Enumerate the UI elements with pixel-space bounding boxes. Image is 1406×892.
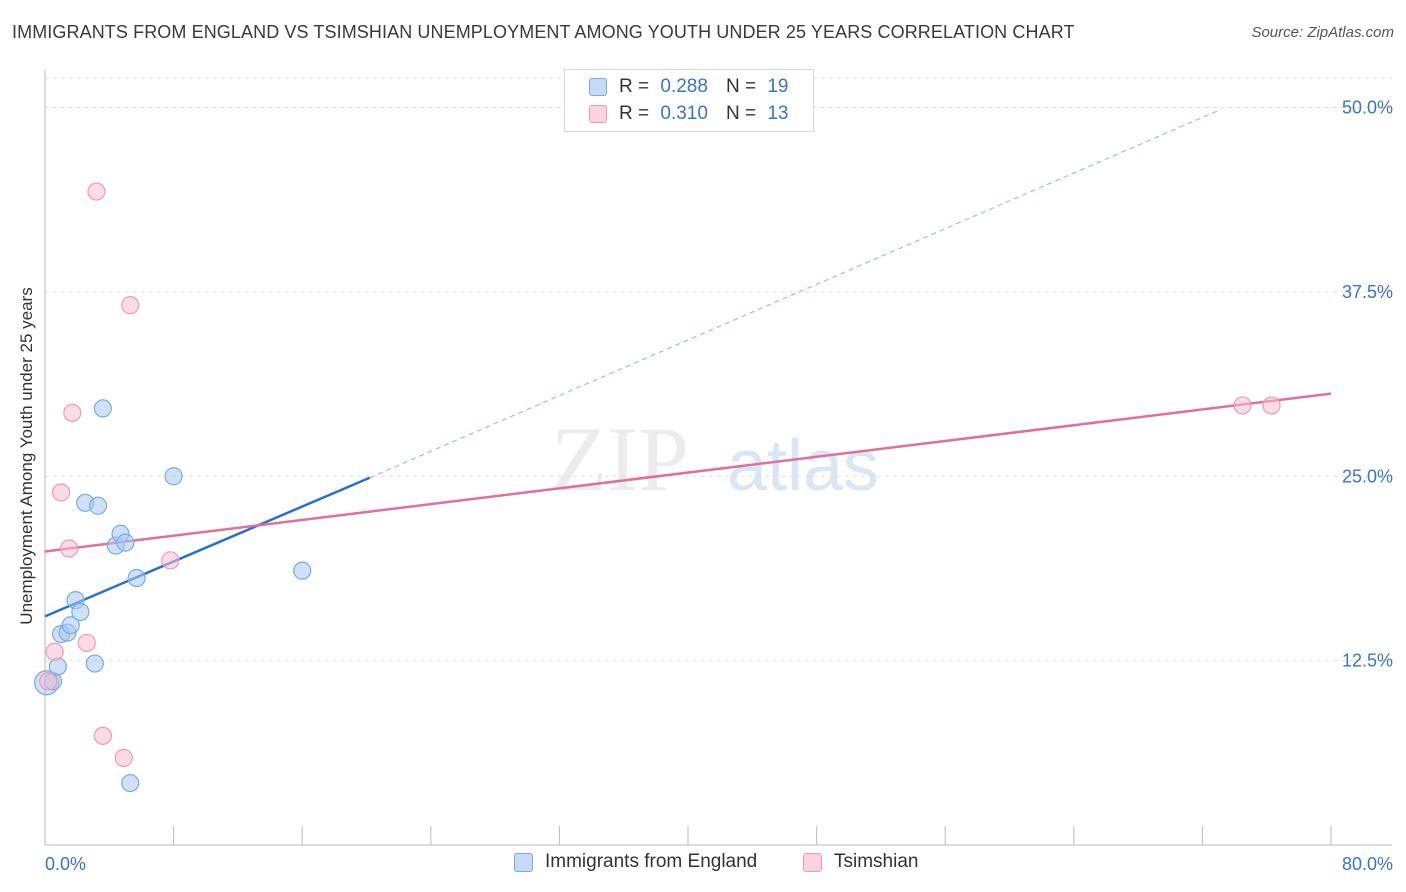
chart-title: IMMIGRANTS FROM ENGLAND VS TSIMSHIAN UNE… [12,22,1075,42]
legend-r-value: 0.288 [660,76,708,97]
data-point-tsimshian [114,748,133,768]
legend-r-label: R = [619,103,650,124]
data-point-england [93,399,112,418]
legend-r-label: R = [619,76,650,97]
y-tick-label: 12.5% [1342,651,1393,671]
data-point-england [127,568,146,588]
y-tick-label: 37.5% [1342,282,1393,302]
y-axis-label: Unemployment Among Youth under 25 years [17,287,36,625]
legend-swatch-england [589,78,607,96]
data-point-england [48,657,67,676]
data-point-tsimshian [51,483,71,502]
data-point-tsimshian [1233,396,1252,415]
data-point-tsimshian [87,182,106,201]
data-point-england [71,602,90,622]
legend-n-value: 19 [767,76,789,97]
legend-n-label: N = [725,103,757,124]
axes [44,70,1392,846]
data-points [34,182,1281,793]
trend-lines [44,109,1332,618]
x-tick-label: 0.0% [45,854,86,874]
data-point-england [121,773,140,793]
data-point-england [85,654,104,673]
data-point-england [116,533,135,552]
data-point-tsimshian [39,672,58,691]
trend-line-tsimshian [44,392,1332,553]
data-point-tsimshian [1262,396,1281,415]
legend-swatch-tsimshian [589,105,607,123]
watermark-zip: ZIP [551,408,689,510]
watermark: ZIP atlas [551,408,879,510]
data-point-england [293,561,312,580]
legend-row-tsimshian: R = 0.310 N = 13 [589,102,788,126]
data-point-england [88,496,108,515]
legend-row-england: R = 0.288 N = 19 [589,75,788,99]
trend-line-england-extension [369,109,1219,479]
legend-n-label: N = [725,76,757,97]
tick-labels: 12.5% 25.0% 37.5% 50.0% 0.0% 80.0% [45,98,1393,875]
source-label: Source: ZipAtlas.com [1251,24,1394,41]
series-label-england: Immigrants from England [545,851,758,872]
data-point-tsimshian [45,642,64,661]
data-point-tsimshian [93,726,112,745]
series-swatch-tsimshian [803,852,822,872]
legend-n-value: 13 [767,103,789,124]
x-tick-label: 80.0% [1342,854,1393,874]
correlation-legend: R = 0.288 N = 19 R = 0.310 N = 13 [564,69,814,132]
data-point-england [61,616,80,635]
watermark-atlas: atlas [727,426,879,506]
series-legend-england: Immigrants from England [514,851,757,873]
data-point-tsimshian [77,633,96,653]
series-legend-tsimshian: Tsimshian [803,851,918,873]
gridlines [45,77,1392,662]
y-tick-label: 50.0% [1342,98,1393,118]
data-point-tsimshian [63,403,82,422]
trend-line-england [44,476,371,618]
legend-r-value: 0.310 [660,103,708,124]
data-point-tsimshian [161,551,180,570]
series-label-tsimshian: Tsimshian [834,851,919,872]
data-point-tsimshian [60,539,79,558]
data-point-england [164,467,183,486]
series-swatch-england [514,852,533,872]
data-point-tsimshian [121,296,140,315]
y-tick-label: 25.0% [1342,466,1393,486]
